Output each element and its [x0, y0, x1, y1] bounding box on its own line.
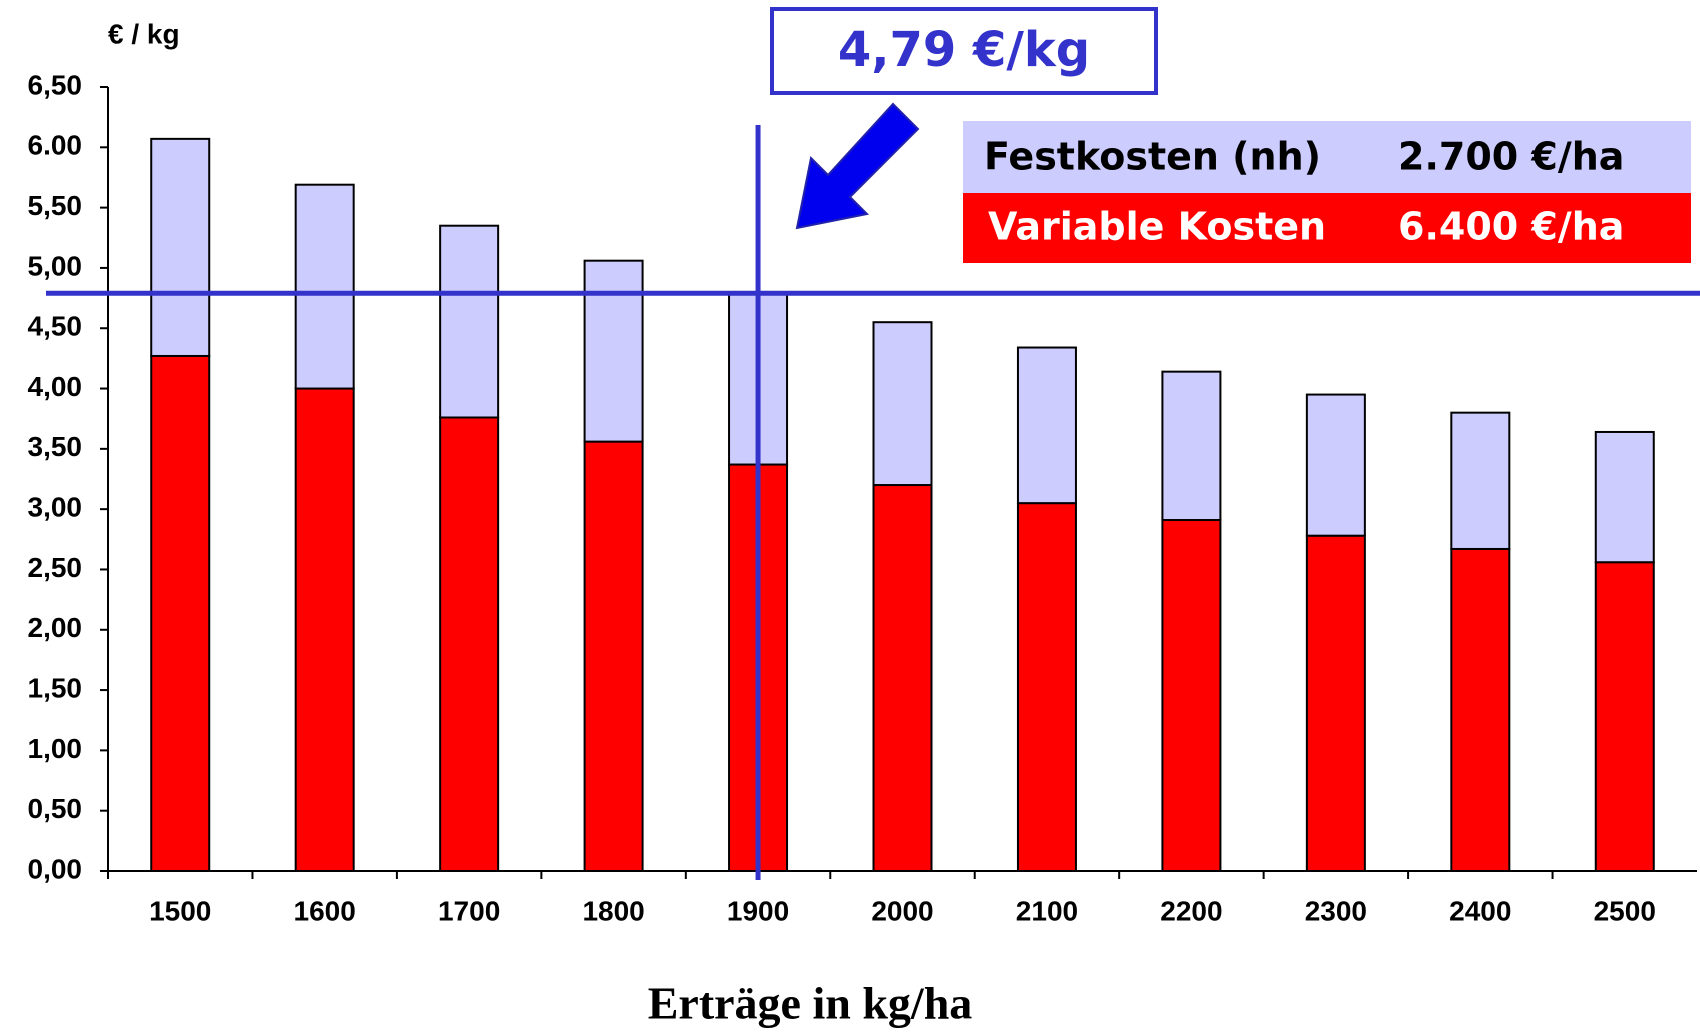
y-tick-label: 3,00: [28, 492, 83, 523]
y-tick-label: 0,50: [28, 793, 83, 824]
bar-segment: [1016, 346, 1077, 505]
x-tick-label: 2100: [1016, 895, 1078, 926]
y-tick-label: 4,50: [28, 311, 83, 342]
bar-segment: [1305, 393, 1366, 537]
x-tick-label: 2500: [1594, 895, 1656, 926]
bar-segment: [1161, 370, 1222, 522]
x-tick-label: 2400: [1449, 895, 1511, 926]
x-tick-label: 1500: [149, 895, 211, 926]
y-tick-label: 5,00: [28, 250, 83, 281]
y-tick-label: 2,00: [28, 612, 83, 643]
arrow: [795, 102, 920, 230]
bar-segment: [1450, 411, 1511, 550]
bar-segment: [439, 416, 500, 872]
y-tick-label: 1,50: [28, 672, 83, 703]
y-tick-label: 1,00: [28, 733, 83, 764]
bar-segment: [1161, 519, 1222, 872]
y-tick-label: 5,50: [28, 190, 83, 221]
bar-segment: [1016, 502, 1077, 872]
x-axis-title: Erträge in kg/ha: [648, 978, 973, 1029]
bar-segment: [1594, 561, 1655, 872]
bar-segment: [294, 183, 355, 390]
x-tick-label: 1900: [727, 895, 789, 926]
bar-segment: [150, 354, 211, 873]
x-tick-label: 2200: [1160, 895, 1222, 926]
legend-label: Variable Kosten: [988, 205, 1326, 249]
y-axis-title: € / kg: [108, 18, 180, 49]
legend-cost: 2.700 €/ha: [1398, 135, 1624, 179]
y-tick-label: 6,50: [28, 69, 83, 100]
legend-label: Festkosten (nh): [984, 135, 1321, 179]
bar-segment: [1594, 430, 1655, 564]
x-tick-label: 2300: [1305, 895, 1367, 926]
annotation-label: 4,79 €/kg: [838, 22, 1090, 78]
bar-segment: [583, 259, 644, 443]
x-tick-label: 1600: [294, 895, 356, 926]
y-tick-label: 4,00: [28, 371, 83, 402]
y-tick-label: 6.00: [28, 130, 83, 161]
bar-segment: [872, 484, 933, 872]
bar-segment: [583, 440, 644, 872]
y-tick-label: 3,50: [28, 431, 83, 462]
legend-swatch: [963, 121, 1691, 193]
bar-segment: [1305, 534, 1366, 872]
bar-segment: [150, 137, 211, 357]
x-tick-label: 2000: [871, 895, 933, 926]
legend-cost: 6.400 €/ha: [1398, 205, 1624, 249]
annotation-box: [770, 7, 1158, 95]
bar-segment: [439, 224, 500, 419]
y-tick-label: 0,00: [28, 853, 83, 884]
bar-segment: [1450, 547, 1511, 872]
legend-swatch: [963, 193, 1691, 263]
x-tick-label: 1700: [438, 895, 500, 926]
bar-segment: [294, 387, 355, 872]
y-tick-label: 2,50: [28, 552, 83, 583]
bar-segment: [872, 321, 933, 487]
plot-area: 0,00 0,50 1,00 1,50 2,00 2,50 3,00 3,50 4,00 4,50…: [28, 69, 1700, 926]
x-tick-label: 1800: [582, 895, 644, 926]
